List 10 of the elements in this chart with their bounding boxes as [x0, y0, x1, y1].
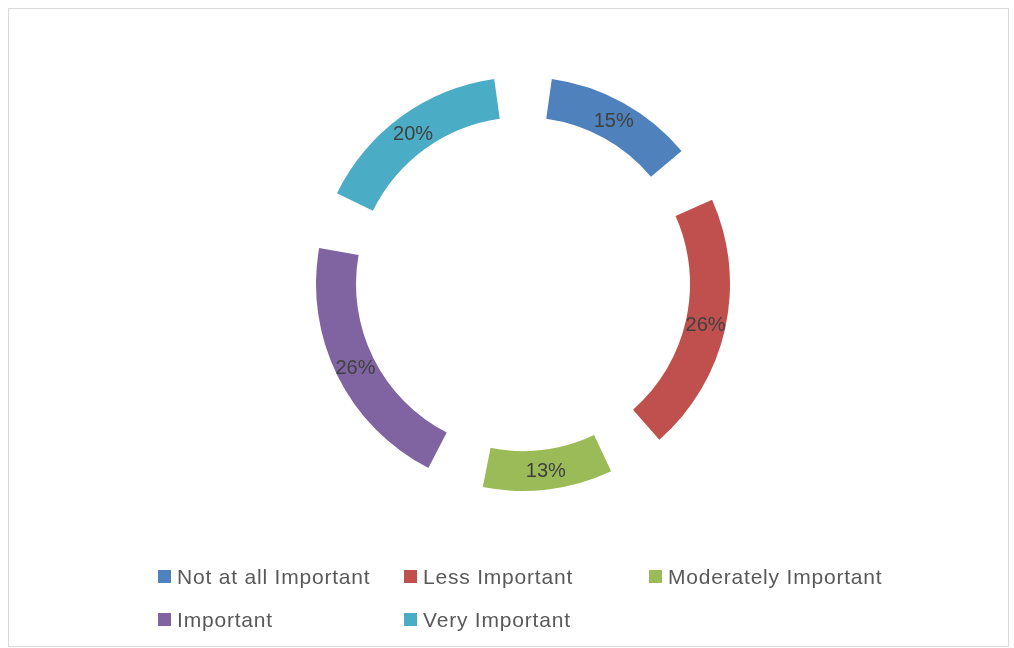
data-label: 15%: [593, 109, 634, 132]
legend-label: Not at all Important: [177, 564, 371, 588]
data-label: 26%: [685, 313, 726, 336]
legend-label: Moderately Important: [668, 564, 883, 588]
data-label: 13%: [525, 458, 567, 481]
legend-label: Less Important: [423, 564, 574, 588]
legend-label: Very Important: [423, 607, 571, 631]
data-label: 20%: [393, 121, 434, 144]
legend-label: Important: [177, 607, 273, 631]
data-label: 26%: [335, 356, 376, 379]
